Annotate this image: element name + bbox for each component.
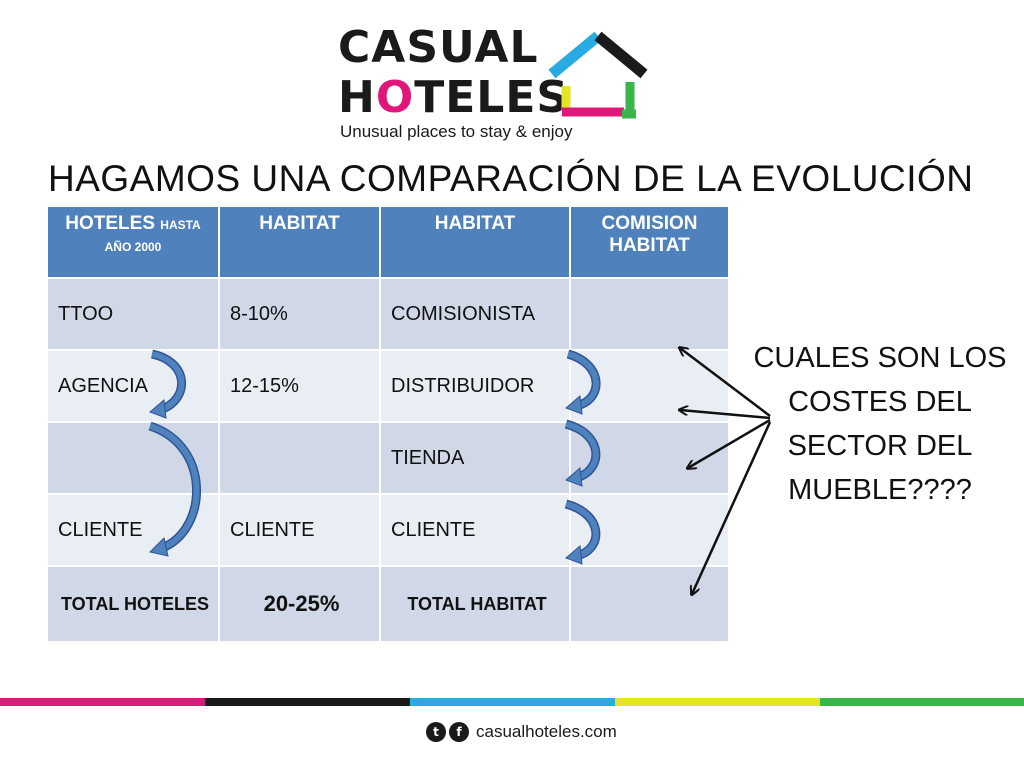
header-habitat-1: HABITAT bbox=[220, 207, 381, 279]
bar-cyan bbox=[410, 698, 615, 706]
total-habitat-label: TOTAL HABITAT bbox=[381, 567, 571, 643]
header-comision-habitat: COMISION HABITAT bbox=[571, 207, 730, 279]
logo-tagline: Unusual places to stay & enjoy bbox=[340, 122, 573, 141]
table-cell bbox=[220, 423, 381, 495]
footer-site: t f casualhoteles.com bbox=[426, 720, 617, 744]
slide-title: HAGAMOS UNA COMPARACIÓN DE LA EVOLUCIÓN bbox=[48, 158, 974, 199]
header-habitat-2: HABITAT bbox=[381, 207, 571, 279]
table-cell bbox=[571, 351, 730, 423]
table-row: CLIENTE CLIENTE CLIENTE bbox=[48, 495, 730, 567]
table-header-row: HOTELES HASTA AÑO 2000 HABITAT HABITAT C… bbox=[48, 207, 730, 279]
twitter-icon[interactable]: t bbox=[426, 722, 446, 742]
casual-hoteles-logo: CASUAL HOTELES Unusual places to stay & … bbox=[336, 22, 656, 150]
table-cell: DISTRIBUIDOR bbox=[381, 351, 571, 423]
table-cell: AGENCIA bbox=[48, 351, 220, 423]
table-cell: 8-10% bbox=[220, 279, 381, 351]
table-cell: CLIENTE bbox=[220, 495, 381, 567]
table-cell bbox=[571, 567, 730, 643]
table-cell: TIENDA bbox=[381, 423, 571, 495]
table-cell: 12-15% bbox=[220, 351, 381, 423]
logo-wordmark-line2: HOTELES bbox=[338, 72, 570, 123]
table-cell bbox=[571, 423, 730, 495]
table-cell: TTOO bbox=[48, 279, 220, 351]
table-cell bbox=[571, 279, 730, 351]
question-text: CUALES SON LOS COSTES DEL SECTOR DEL MUE… bbox=[753, 342, 1007, 506]
table-cell: COMISIONISTA bbox=[381, 279, 571, 351]
table-total-row: TOTAL HOTELES 20-25% TOTAL HABITAT bbox=[48, 567, 730, 643]
facebook-icon[interactable]: f bbox=[449, 722, 469, 742]
table-cell: CLIENTE bbox=[381, 495, 571, 567]
table-cell: CLIENTE bbox=[48, 495, 220, 567]
logo-wordmark-line1: CASUAL bbox=[338, 22, 539, 73]
bar-magenta bbox=[0, 698, 205, 706]
bar-green bbox=[820, 698, 1024, 706]
total-hoteles-label: TOTAL HOTELES bbox=[48, 567, 220, 643]
house-logo-icon bbox=[548, 31, 648, 119]
header-hoteles: HOTELES HASTA AÑO 2000 bbox=[48, 207, 220, 279]
footer-color-bar bbox=[0, 698, 1024, 706]
table-cell bbox=[48, 423, 220, 495]
table-cell bbox=[571, 495, 730, 567]
comparison-table: HOTELES HASTA AÑO 2000 HABITAT HABITAT C… bbox=[48, 207, 730, 643]
bar-yellow bbox=[615, 698, 820, 706]
site-url[interactable]: casualhoteles.com bbox=[476, 722, 617, 741]
table-row: TTOO 8-10% COMISIONISTA bbox=[48, 279, 730, 351]
table-row: TIENDA bbox=[48, 423, 730, 495]
table-row: AGENCIA 12-15% DISTRIBUIDOR bbox=[48, 351, 730, 423]
total-hoteles-value: 20-25% bbox=[220, 567, 381, 643]
bar-black bbox=[205, 698, 410, 706]
